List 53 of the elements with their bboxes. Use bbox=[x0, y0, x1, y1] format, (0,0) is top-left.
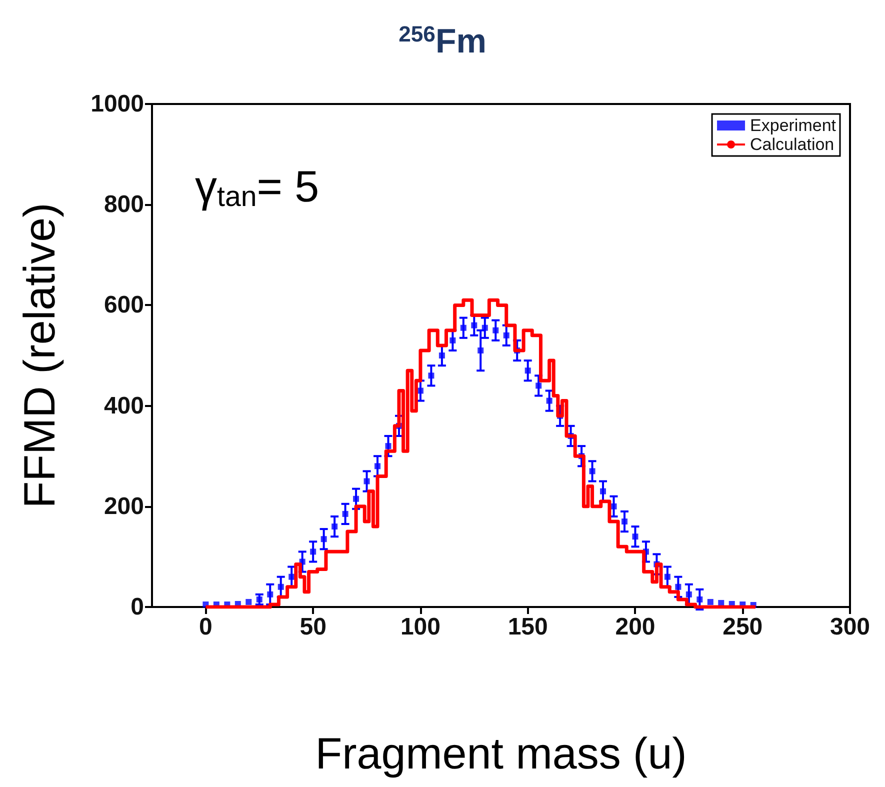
x-axis-title: Fragment mass (u) bbox=[315, 730, 687, 778]
x-tick-label: 250 bbox=[722, 614, 763, 640]
point bbox=[332, 524, 338, 530]
y-tick-label: 600 bbox=[104, 292, 144, 319]
point bbox=[696, 596, 703, 602]
point bbox=[288, 574, 295, 580]
point bbox=[310, 548, 316, 555]
point bbox=[610, 503, 617, 510]
x-tick-label: 150 bbox=[508, 614, 548, 640]
point bbox=[492, 327, 499, 334]
point bbox=[385, 443, 392, 450]
point bbox=[320, 536, 327, 542]
point bbox=[460, 324, 466, 331]
point bbox=[675, 584, 682, 590]
x-tick-label: 100 bbox=[400, 614, 440, 640]
x-tick-label: 50 bbox=[300, 614, 326, 640]
point bbox=[621, 518, 628, 524]
y-axis-title: FFMD (relative) bbox=[16, 202, 64, 508]
x-tick-label: 300 bbox=[830, 614, 870, 640]
point bbox=[718, 600, 724, 606]
y-tick-label: 800 bbox=[104, 191, 144, 218]
y-tick-label: 400 bbox=[104, 392, 144, 420]
y-tick-label: 0 bbox=[130, 594, 144, 620]
y-tick-label: 200 bbox=[104, 492, 144, 520]
point bbox=[438, 352, 445, 358]
point bbox=[450, 337, 456, 344]
y-tick-label: 1000 bbox=[90, 90, 144, 118]
point bbox=[417, 388, 424, 394]
point bbox=[246, 598, 252, 605]
point bbox=[374, 463, 381, 470]
point bbox=[546, 398, 552, 404]
point bbox=[524, 368, 531, 374]
point bbox=[478, 347, 484, 354]
point bbox=[686, 591, 692, 598]
x-tick-label: 0 bbox=[199, 614, 212, 640]
point bbox=[536, 382, 542, 389]
point bbox=[589, 468, 596, 474]
legend-label: Experiment bbox=[750, 116, 836, 135]
point bbox=[364, 478, 370, 484]
point bbox=[342, 510, 348, 517]
x-tick-label: 200 bbox=[615, 614, 656, 640]
point bbox=[664, 574, 670, 580]
point bbox=[707, 598, 714, 605]
legend-label: Calculation bbox=[750, 135, 834, 154]
point bbox=[267, 591, 274, 598]
point bbox=[632, 534, 638, 540]
point bbox=[428, 372, 434, 379]
point bbox=[353, 496, 360, 502]
point bbox=[600, 488, 606, 494]
point bbox=[471, 322, 478, 328]
point bbox=[482, 324, 488, 331]
point bbox=[278, 584, 284, 590]
point bbox=[503, 332, 510, 338]
